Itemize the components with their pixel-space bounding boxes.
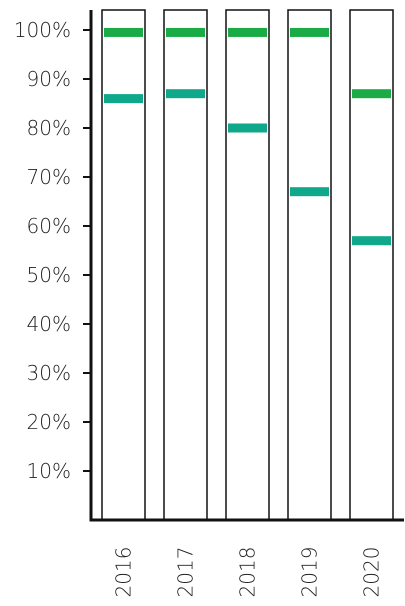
x-tick-label-2019: 2019 (298, 547, 322, 598)
x-tick-label-2017: 2017 (174, 547, 198, 598)
y-tick-label-80: 80% (27, 116, 71, 140)
value-marker-s1-2020 (352, 89, 391, 99)
y-tick-label-50: 50% (27, 263, 71, 287)
y-axis: 10% 20% 30% 40% 50% 60% 70% 80% 90% 100% (14, 10, 93, 520)
value-marker-s2-2020 (352, 236, 391, 246)
column-frame-2018 (225, 9, 270, 521)
y-tick-label-20: 20% (27, 410, 71, 434)
y-tick-label-10: 10% (27, 459, 71, 483)
value-marker-s1-2017 (166, 27, 205, 37)
value-marker-s1-2019 (290, 27, 329, 37)
x-axis: 2016 2017 2018 2019 2020 (89, 518, 404, 598)
y-tick-label-30: 30% (27, 361, 71, 385)
column-frame-2016 (101, 9, 146, 521)
value-marker-s1-2016 (104, 27, 143, 37)
value-marker-s2-2019 (290, 187, 329, 197)
value-marker-s2-2016 (104, 94, 143, 104)
y-tick-label-70: 70% (27, 165, 71, 189)
x-tick-label-2018: 2018 (236, 547, 260, 598)
x-tick-label-2020: 2020 (360, 547, 384, 598)
y-tick-label-90: 90% (27, 67, 71, 91)
column-frame-2020 (349, 9, 394, 521)
column-frame-2019 (287, 9, 332, 521)
value-markers (104, 27, 391, 246)
column-frames (101, 9, 394, 521)
value-marker-s2-2017 (166, 89, 205, 99)
x-tick-label-2016: 2016 (112, 547, 136, 598)
y-tick-label-60: 60% (27, 214, 71, 238)
value-marker-s1-2018 (228, 27, 267, 37)
y-tick-label-40: 40% (27, 312, 71, 336)
column-frame-2017 (163, 9, 208, 521)
value-marker-s2-2018 (228, 123, 267, 133)
y-tick-label-100: 100% (14, 18, 71, 42)
